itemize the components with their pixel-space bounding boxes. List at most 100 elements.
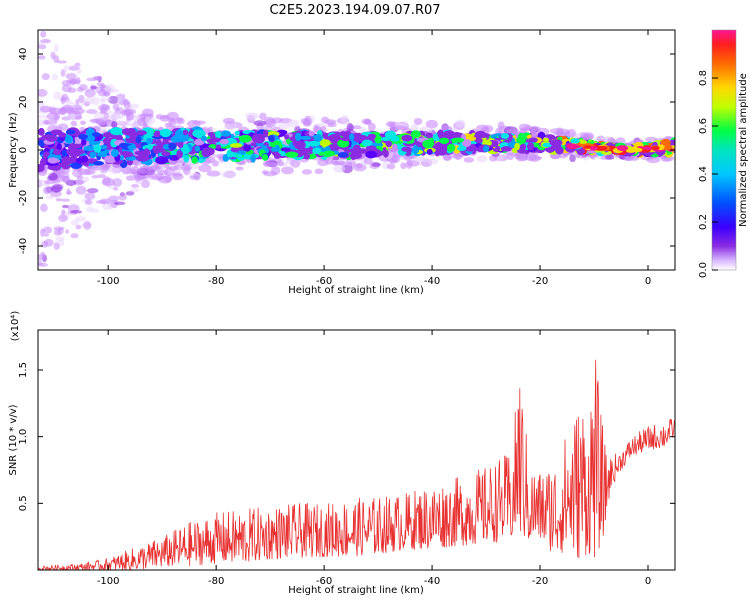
spectrogram-halo	[389, 123, 397, 132]
top-x-axis-label: Height of straight line (km)	[288, 285, 424, 296]
spectrogram-ridge	[135, 135, 142, 144]
spectrogram-halo	[57, 109, 66, 115]
spectrogram-ridge	[307, 146, 314, 155]
spectrogram-scatter	[78, 94, 85, 104]
spectrogram-ridge	[339, 130, 347, 137]
spectrogram-scatter	[84, 199, 93, 206]
colorbar: 0.0 0.2 0.4 0.6 0.8 Normalized spectral ampl…	[698, 29, 749, 278]
spectrogram-ridge	[349, 152, 362, 159]
spectrogram-scatter	[113, 187, 119, 191]
spectrogram-ridge	[229, 143, 243, 148]
spectrogram-ridge	[127, 145, 137, 150]
spectrogram-ridge	[374, 135, 382, 144]
spectrogram-ridge	[38, 139, 46, 147]
spectrogram-halo	[82, 176, 90, 183]
spectrogram-halo	[277, 122, 291, 130]
spectrogram-ridge	[237, 153, 243, 158]
x-tick-label: -40	[424, 576, 440, 587]
spectrogram-ridge	[161, 151, 171, 157]
spectrogram-ridge	[600, 150, 613, 155]
spectrogram-ridge	[294, 132, 302, 142]
spectrogram-halo	[605, 154, 615, 160]
spectrogram-scatter	[60, 96, 66, 105]
spectrogram-halo	[394, 125, 407, 130]
spectrogram-halo	[313, 124, 320, 133]
x-tick-label: -60	[316, 576, 332, 587]
bottom-y-ticks: 0.5 1.0 1.5	[18, 362, 675, 511]
spectrogram-ridge	[422, 139, 435, 149]
spectrogram-ridge	[174, 137, 183, 143]
spectrogram-peak	[616, 145, 629, 151]
spectrogram-ridge	[412, 145, 420, 154]
spectrogram-halo	[476, 155, 488, 163]
spectrogram-halo	[203, 157, 216, 163]
spectrogram-scatter	[61, 204, 69, 209]
spectrogram-ridge	[153, 130, 162, 138]
spectrogram-ridge	[669, 139, 675, 145]
spectrogram-ridge	[64, 135, 74, 144]
spectrogram-halo	[301, 169, 313, 175]
spectrogram-halo	[69, 112, 76, 121]
spectrogram-halo	[288, 119, 300, 128]
spectrogram-ridge	[299, 135, 312, 140]
spectrogram-ridge	[47, 157, 59, 164]
spectrogram-ridge	[74, 148, 81, 157]
spectrogram-ridge	[123, 151, 134, 158]
spectrogram-ridge	[175, 129, 184, 139]
spectrogram-scatter	[41, 73, 50, 81]
top-x-ticks: -100 -80 -60 -40 -20 0	[97, 30, 651, 287]
spectrogram-ridge	[660, 138, 671, 147]
x-tick-label: -80	[208, 276, 224, 287]
spectrogram-ridge	[500, 133, 510, 139]
spectrogram-halo	[302, 120, 312, 127]
y-tick-label: 20	[18, 96, 29, 109]
bottom-y-axis-label: SNR (10 * v/v)	[8, 404, 19, 475]
spectrogram-halo	[363, 157, 373, 165]
spectrogram-halo	[270, 166, 281, 176]
spectrogram-halo	[368, 122, 376, 132]
spectrogram-ridge	[209, 137, 221, 143]
spectrogram-scatter	[40, 30, 47, 38]
spectrogram-halo	[314, 168, 324, 175]
spectrogram-scatter	[89, 189, 96, 194]
spectrogram-ridge	[384, 130, 397, 140]
spectrogram-ridge	[234, 130, 240, 136]
spectrogram-ridge	[267, 134, 275, 142]
spectrogram-halo	[50, 184, 63, 193]
spectrogram-scatter	[101, 104, 110, 111]
spectrogram-ridge	[146, 137, 153, 145]
spectrogram-halo	[353, 125, 362, 130]
spectrogram-ridge	[136, 130, 147, 136]
colorbar-ticks: 0.0 0.2 0.4 0.6 0.8	[698, 70, 718, 278]
spectrogram-halo	[79, 120, 87, 126]
spectrogram-scatter	[93, 111, 104, 120]
spectrogram-ridge	[177, 140, 184, 149]
spectrogram-ridge	[328, 134, 336, 142]
spectrogram-halo	[124, 108, 137, 115]
spectrogram-scatter	[38, 55, 46, 60]
spectrogram-scatter	[70, 219, 79, 226]
spectrogram-halo	[317, 158, 329, 167]
spectrogram-scatter	[65, 191, 73, 195]
spectrogram-halo	[146, 165, 160, 171]
spectrogram-scatter	[70, 233, 79, 239]
spectrogram-halo	[188, 172, 201, 181]
spectrogram-halo	[386, 163, 396, 170]
x-tick-label: -60	[316, 276, 332, 287]
spectrogram-halo	[38, 119, 46, 126]
spectrogram-ridge	[391, 143, 398, 153]
spectrogram-scatter	[43, 226, 53, 234]
spectrogram-halo	[391, 155, 401, 163]
spectrogram-ridge	[337, 139, 350, 148]
spectrogram-ridge	[250, 154, 256, 163]
spectrogram-halo	[607, 136, 615, 143]
spectrogram-ridge	[273, 152, 281, 159]
snr-frame	[37, 329, 676, 571]
colorbar-label: Normalized spectral amplitude	[738, 73, 749, 227]
colorbar-gradient	[711, 29, 737, 271]
spectrogram-halo	[168, 118, 177, 127]
bottom-x-axis-label: Height of straight line (km)	[288, 585, 424, 596]
spectrogram-peak	[651, 145, 660, 150]
spectrogram-halo	[61, 175, 71, 183]
spectrogram-ridge	[367, 133, 377, 140]
